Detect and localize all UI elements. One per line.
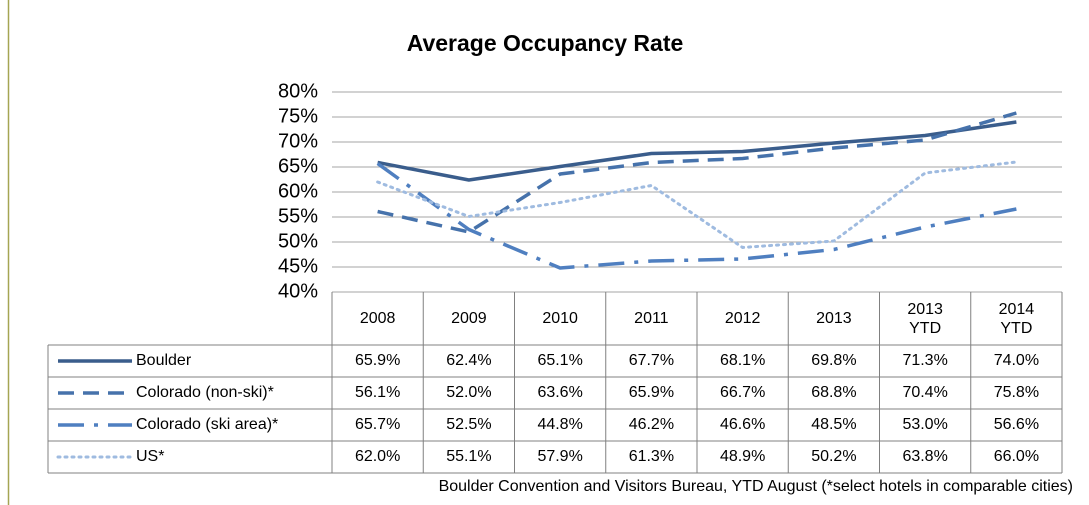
data-table-value: 44.8% (537, 416, 582, 433)
legend-label: Colorado (non-ski)* (136, 384, 274, 401)
series-line (376, 162, 1017, 270)
data-table-value: 50.2% (811, 448, 856, 465)
y-tick-label: 75% (278, 105, 318, 127)
data-table-value: 71.3% (902, 352, 947, 369)
data-table-value: 69.8% (811, 352, 856, 369)
data-table-value: 48.9% (720, 448, 765, 465)
data-table-value: 65.1% (537, 352, 582, 369)
x-tick-label-box: 2014 YTD (998, 300, 1035, 337)
data-table-value: 63.8% (902, 448, 947, 465)
data-table-value: 56.1% (355, 384, 400, 401)
data-table-value: 52.0% (446, 384, 491, 401)
data-table-value: 46.2% (629, 416, 674, 433)
data-table-value: 65.9% (629, 384, 674, 401)
x-tick-label-box: 2011 (634, 310, 669, 327)
x-tick-label-box: 2010 (542, 310, 578, 327)
y-tick-label: 55% (278, 205, 318, 227)
x-tick-label-box: 2013 YTD (907, 300, 943, 337)
series-line (376, 160, 1018, 249)
data-table-value: 65.7% (355, 416, 400, 433)
data-table-value: 56.6% (994, 416, 1039, 433)
data-table-value: 46.6% (720, 416, 765, 433)
source-note: Boulder Convention and Visitors Bureau, … (439, 478, 1073, 495)
data-table-value: 67.7% (629, 352, 674, 369)
data-table-value: 61.3% (629, 448, 674, 465)
x-tick-label: 2013 (816, 310, 852, 327)
legend-label: Colorado (ski area)* (136, 416, 278, 433)
y-tick-label: 45% (278, 255, 318, 277)
data-table-value: 68.1% (720, 352, 765, 369)
y-tick-label: 65% (278, 155, 318, 177)
x-tick-label: 2008 (359, 310, 396, 327)
data-table-value: 62.4% (446, 352, 491, 369)
data-table-value: 53.0% (902, 416, 947, 433)
x-tick-label-box: 2012 (724, 310, 761, 327)
y-tick-label: 70% (278, 130, 318, 152)
x-tick-label: 2013 YTD (907, 300, 943, 337)
data-table-value: 52.5% (446, 416, 491, 433)
x-tick-label: 2010 (542, 310, 578, 327)
legend-label: US* (136, 448, 164, 465)
x-tick-label: 2011 (634, 310, 669, 327)
data-table-value: 62.0% (355, 448, 400, 465)
data-table-value: 48.5% (811, 416, 856, 433)
data-table-value: 75.8% (994, 384, 1039, 401)
legend-label: Boulder (136, 352, 192, 369)
x-tick-label: 2014 YTD (998, 300, 1035, 337)
x-tick-label-box: 2013 (816, 310, 852, 327)
data-table-value: 57.9% (537, 448, 582, 465)
series-line (377, 111, 1017, 234)
x-tick-label-box: 2009 (451, 310, 487, 327)
data-table-value: 68.8% (811, 384, 856, 401)
y-tick-label: 50% (278, 230, 318, 252)
data-table-value: 66.7% (720, 384, 765, 401)
x-tick-label: 2012 (724, 310, 761, 327)
data-table-value: 55.1% (446, 448, 491, 465)
data-table-value: 63.6% (537, 384, 582, 401)
x-tick-label-box: 2008 (359, 310, 396, 327)
y-tick-label: 60% (278, 180, 318, 202)
data-table-value: 66.0% (994, 448, 1039, 465)
data-table-value: 70.4% (902, 384, 947, 401)
chart-title: Average Occupancy Rate (407, 30, 684, 56)
y-tick-label: 80% (278, 80, 318, 102)
y-tick-label: 40% (278, 280, 318, 302)
x-tick-label: 2009 (451, 310, 487, 327)
series-line (377, 120, 1017, 182)
data-table-value: 74.0% (994, 352, 1039, 369)
data-table-value: 65.9% (355, 352, 400, 369)
